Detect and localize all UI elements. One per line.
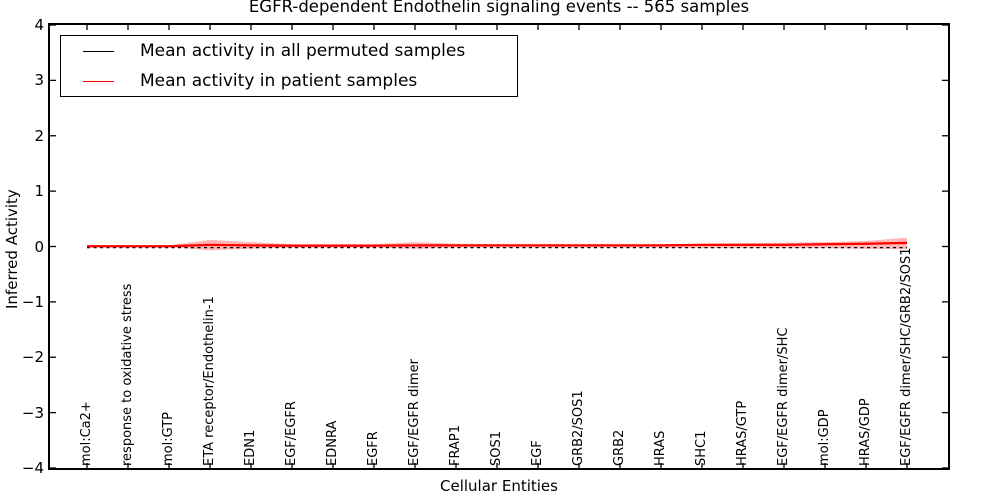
x-tick-label: HRAS/GTP — [735, 400, 750, 466]
plot-canvas — [50, 25, 948, 468]
x-tick-label: response to oxidative stress — [120, 283, 135, 466]
y-tick-label: −4 — [21, 459, 44, 477]
x-tick-label: HRAS — [653, 430, 668, 466]
y-tick-label: 1 — [34, 182, 44, 201]
x-tick-label: mol:GTP — [161, 412, 176, 466]
y-tick-label: 0 — [34, 237, 44, 256]
x-tick-label: EGF/EGFR — [284, 401, 299, 466]
series-line-1 — [87, 241, 908, 248]
y-tick-label: 2 — [34, 126, 44, 145]
x-tick-label: HRAS/GDP — [858, 398, 873, 466]
x-tick-label: GRB2 — [612, 429, 627, 466]
x-axis-label: Cellular Entities — [440, 477, 558, 495]
legend-label-patient-samples: Mean activity in patient samples — [140, 71, 418, 91]
y-tick-label: −1 — [21, 292, 44, 311]
y-tick-label: 3 — [34, 71, 44, 90]
x-tick-label: SOS1 — [489, 430, 504, 466]
x-tick-label: EDN1 — [243, 429, 258, 466]
x-tick-label: EDNRA — [325, 420, 340, 466]
x-tick-label: mol:GDP — [817, 409, 832, 466]
x-tick-label: mol:Ca2+ — [79, 401, 94, 466]
x-tick-label: SHC1 — [694, 430, 709, 466]
x-tick-label: FRAP1 — [448, 425, 463, 466]
x-tick-label: EGF/EGFR dimer/SHC/GRB2/SOS1 — [899, 247, 914, 467]
legend-label-permuted-samples: Mean activity in all permuted samples — [140, 41, 466, 61]
chart-title: EGFR-dependent Endothelin signaling even… — [248, 0, 750, 16]
x-tick-label: EGFR — [366, 431, 381, 466]
legend-line-permuted-samples — [83, 50, 114, 52]
y-tick-label: 4 — [34, 16, 44, 34]
legend-item-patient: Mean activity in patient samples — [61, 68, 517, 94]
y-tick-label: −3 — [21, 403, 44, 422]
y-tick-label: −2 — [21, 348, 44, 367]
legend-line-patient-samples — [83, 80, 114, 82]
legend-item-permuted: Mean activity in all permuted samples — [61, 38, 517, 64]
x-tick-label: ETA receptor/Endothelin-1 — [202, 296, 217, 466]
x-tick-label: EGF/EGFR dimer — [407, 359, 422, 466]
plot-area: Mean activity in all permuted samples Me… — [48, 23, 950, 470]
x-tick-label: EGF/EGFR dimer/SHC — [776, 327, 791, 466]
x-tick-label: GRB2/SOS1 — [571, 390, 586, 466]
x-tick-label: EGF — [530, 440, 545, 466]
confidence-band — [87, 237, 907, 251]
legend: Mean activity in all permuted samples Me… — [60, 35, 518, 97]
